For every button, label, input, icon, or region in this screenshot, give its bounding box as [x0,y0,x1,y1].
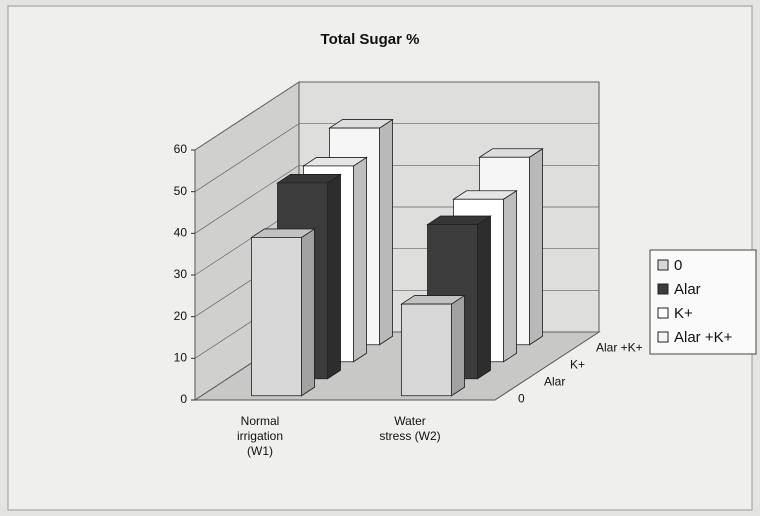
depth-label: 0 [518,392,525,406]
bar-side [353,156,367,363]
bar-front [401,303,452,397]
bar-side [379,118,393,346]
legend-label: Alar [674,281,701,298]
legend-label: Alar +K+ [674,329,733,346]
y-tick-label: 20 [174,309,188,323]
legend-swatch [657,307,669,319]
legend-label: 0 [674,257,682,274]
bar-side [503,190,517,363]
grid-line [194,123,599,192]
y-tick-label: 50 [174,184,188,198]
depth-label: K+ [570,358,585,372]
x-tick-label: Water stress (W2) [379,414,441,443]
grid-line [194,81,599,151]
legend-label: K+ [674,305,693,322]
y-tick-label: 30 [174,267,188,281]
bar-side [327,173,341,380]
chart-title: Total Sugar % [321,31,420,48]
bar-side [477,215,491,380]
x-tick-label: Normal irrigation (W1) [236,414,284,458]
y-tick-label: 40 [174,226,188,240]
y-tick-label: 60 [174,142,188,156]
bar-side [301,228,315,397]
legend-swatch [657,331,669,343]
y-tick-label: 10 [174,351,188,365]
depth-label: Alar [544,375,565,389]
y-tick-label: 0 [180,392,187,406]
bar-side [451,294,465,397]
legend-swatch [657,283,669,295]
depth-label: Alar +K+ [596,341,643,355]
bar-side [529,148,543,346]
bar-front [251,237,302,397]
legend-swatch [657,259,669,271]
